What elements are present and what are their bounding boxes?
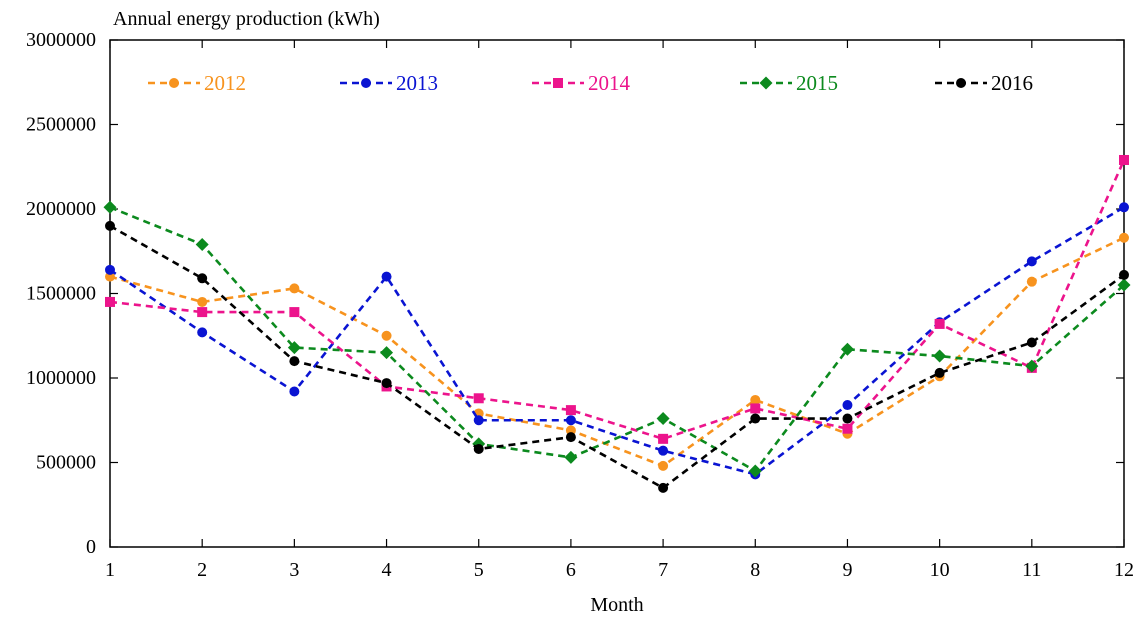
x-tick-label: 9 xyxy=(842,559,852,581)
data-point-2016 xyxy=(289,356,300,367)
series-line-2014 xyxy=(109,159,1126,441)
data-point-2012 xyxy=(750,394,761,405)
data-point-2013 xyxy=(105,264,115,275)
data-point-2016 xyxy=(934,367,945,378)
legend-marker-2014 xyxy=(553,78,563,88)
legend-item-2016: 2016 xyxy=(935,71,1033,95)
data-point-2014 xyxy=(842,423,853,434)
legend-item-2015: 2015 xyxy=(740,71,838,95)
series-line-2016 xyxy=(109,224,1125,490)
data-point-2015 xyxy=(380,346,394,360)
legend-label-2016: 2016 xyxy=(991,71,1033,95)
data-point-2016 xyxy=(842,413,853,424)
y-tick-label: 2000000 xyxy=(26,198,96,220)
data-point-2014 xyxy=(565,405,576,416)
data-point-2013 xyxy=(1026,256,1037,267)
y-tick-label: 1500000 xyxy=(26,283,96,305)
legend-item-2012: 2012 xyxy=(148,71,246,95)
x-tick-label: 8 xyxy=(750,559,760,581)
data-point-2014 xyxy=(197,307,208,318)
data-point-2016 xyxy=(658,482,669,493)
data-point-2012 xyxy=(289,283,300,294)
y-tick-label: 2500000 xyxy=(26,114,96,136)
y-axis-ticks: 0 500000 1000000 1500000 2000000 2500000 30000… xyxy=(26,29,1124,558)
data-point-2015 xyxy=(287,341,301,355)
data-point-2016 xyxy=(381,378,392,389)
data-point-2015 xyxy=(1025,359,1039,373)
data-point-2015 xyxy=(656,412,670,426)
data-point-2016 xyxy=(197,273,208,284)
x-axis-ticks: 1 2 3 4 5 6 7 8 9 10 11 12 xyxy=(105,40,1134,581)
legend-marker-2012 xyxy=(169,78,179,88)
x-tick-label: 6 xyxy=(566,559,576,581)
series-line-2012 xyxy=(109,236,1125,468)
data-point-2013 xyxy=(842,400,853,411)
series-2015 xyxy=(103,200,1131,478)
legend-marker-2016 xyxy=(956,78,966,88)
data-point-2013 xyxy=(289,386,300,397)
data-point-2015 xyxy=(1117,278,1131,292)
y-tick-label: 0 xyxy=(86,536,96,558)
data-point-2015 xyxy=(933,349,947,363)
data-point-2015 xyxy=(840,342,854,356)
x-tick-label: 1 xyxy=(105,559,115,581)
data-point-2016 xyxy=(105,220,115,231)
y-tick-label: 1000000 xyxy=(26,367,96,389)
data-point-2012 xyxy=(1119,232,1129,243)
data-point-2012 xyxy=(658,460,669,471)
x-tick-label: 7 xyxy=(658,559,668,581)
x-tick-label: 11 xyxy=(1022,559,1041,581)
data-point-2014 xyxy=(289,307,300,318)
x-tick-label: 12 xyxy=(1114,559,1134,581)
data-point-2014 xyxy=(658,433,669,444)
series-2012 xyxy=(105,232,1129,471)
legend-marker-2013 xyxy=(361,78,371,88)
y-axis-title: Annual energy production (kWh) xyxy=(113,8,380,30)
legend: 2012 2013 2014 2015 2016 xyxy=(148,71,1033,95)
data-point-2014 xyxy=(1119,154,1129,165)
data-point-2013 xyxy=(658,445,669,456)
legend-marker-2015 xyxy=(759,76,773,90)
legend-label-2014: 2014 xyxy=(588,71,631,95)
data-point-2016 xyxy=(473,443,484,454)
y-tick-label: 3000000 xyxy=(26,29,96,51)
legend-label-2015: 2015 xyxy=(796,71,838,95)
x-axis-title: Month xyxy=(590,594,643,616)
data-point-2013 xyxy=(1119,202,1129,213)
x-tick-label: 3 xyxy=(289,559,299,581)
series-line-2015 xyxy=(109,206,1125,473)
data-point-2013 xyxy=(565,415,576,426)
data-point-2014 xyxy=(750,403,761,414)
data-point-2012 xyxy=(197,296,208,307)
data-point-2013 xyxy=(381,271,392,282)
y-tick-label: 500000 xyxy=(36,452,96,474)
series-line-2013 xyxy=(109,206,1125,476)
data-point-2014 xyxy=(105,296,115,307)
x-tick-label: 4 xyxy=(382,559,392,581)
data-point-2013 xyxy=(197,327,208,338)
data-point-2015 xyxy=(103,200,117,214)
data-point-2014 xyxy=(473,393,484,404)
legend-label-2012: 2012 xyxy=(204,71,246,95)
data-point-2016 xyxy=(565,432,576,443)
data-point-2016 xyxy=(1026,337,1037,348)
data-point-2012 xyxy=(381,330,392,341)
legend-item-2014: 2014 xyxy=(532,71,631,95)
x-tick-label: 10 xyxy=(930,559,950,581)
data-point-2016 xyxy=(750,413,761,424)
data-point-2015 xyxy=(748,464,762,478)
data-point-2013 xyxy=(473,415,484,426)
series-2016 xyxy=(105,220,1129,493)
legend-item-2013: 2013 xyxy=(340,71,438,95)
series-layer xyxy=(103,154,1131,493)
data-point-2012 xyxy=(1026,276,1037,287)
x-tick-label: 5 xyxy=(474,559,484,581)
data-point-2015 xyxy=(564,450,578,464)
x-tick-label: 2 xyxy=(197,559,207,581)
data-point-2016 xyxy=(1119,269,1129,280)
data-point-2015 xyxy=(195,237,209,251)
data-point-2014 xyxy=(934,318,945,329)
legend-label-2013: 2013 xyxy=(396,71,438,95)
